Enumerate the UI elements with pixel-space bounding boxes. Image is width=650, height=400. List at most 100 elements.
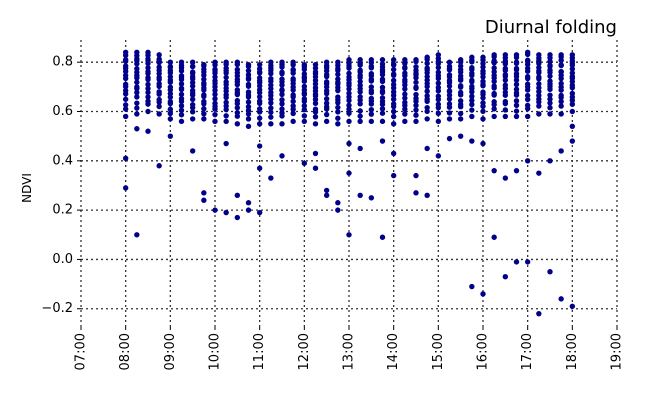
data-point: [402, 99, 408, 106]
data-point: [201, 76, 207, 82]
data-point: [335, 62, 341, 69]
data-point: [234, 97, 241, 104]
data-point: [457, 59, 464, 65]
data-point: [178, 95, 185, 102]
data-point: [268, 82, 274, 88]
data-point: [167, 63, 174, 70]
data-point: [245, 63, 252, 70]
data-point: [256, 165, 263, 171]
data-point: [279, 69, 285, 75]
data-point: [122, 155, 129, 162]
data-point: [312, 65, 319, 71]
data-point: [457, 116, 464, 122]
y-tick-label: 0.0: [52, 252, 73, 267]
data-point: [524, 158, 531, 164]
data-point: [547, 158, 553, 164]
data-point: [435, 69, 442, 76]
data-point: [256, 106, 263, 112]
data-point: [346, 70, 352, 77]
data-point: [167, 98, 174, 105]
data-point: [234, 109, 241, 116]
data-point: [212, 118, 218, 125]
data-point: [234, 214, 241, 221]
data-point: [558, 296, 564, 302]
data-point: [491, 113, 497, 120]
data-point: [502, 77, 509, 83]
data-point: [469, 70, 475, 76]
data-point: [290, 62, 296, 68]
data-point: [268, 62, 274, 69]
data-point: [435, 153, 442, 159]
data-point: [189, 79, 196, 86]
data-point: [335, 76, 341, 82]
data-point: [469, 65, 475, 71]
data-point: [323, 71, 330, 78]
data-point: [256, 66, 263, 72]
data-point: [402, 57, 408, 63]
data-point: [122, 87, 129, 94]
data-point: [524, 102, 531, 109]
data-point: [524, 259, 531, 265]
data-point: [156, 89, 162, 95]
data-point: [435, 118, 442, 125]
data-point: [402, 60, 408, 67]
data-point: [491, 54, 497, 60]
data-point: [312, 150, 319, 157]
data-point: [446, 72, 453, 78]
data-point: [390, 71, 397, 77]
data-point: [536, 74, 542, 80]
data-point: [312, 165, 319, 171]
data-point: [301, 160, 308, 166]
data-point: [480, 78, 486, 85]
data-point: [424, 56, 430, 62]
data-point: [435, 64, 442, 71]
data-point: [134, 84, 140, 90]
data-point: [536, 55, 542, 61]
data-point: [469, 107, 475, 113]
data-point: [323, 187, 330, 194]
data-point: [156, 56, 162, 62]
data-point: [234, 66, 241, 73]
data-point: [402, 86, 408, 92]
data-point: [279, 121, 285, 127]
data-point: [122, 113, 129, 120]
data-point: [480, 57, 486, 63]
data-point: [178, 85, 185, 91]
data-point: [268, 89, 274, 96]
data-point: [301, 63, 308, 70]
data-point: [513, 65, 520, 72]
data-point: [558, 80, 564, 87]
data-point: [167, 90, 174, 97]
data-point: [301, 103, 308, 109]
data-point: [379, 57, 386, 63]
data-point: [413, 58, 419, 65]
data-point: [446, 135, 453, 142]
data-point: [357, 145, 363, 152]
data-point: [134, 79, 140, 85]
data-point: [134, 232, 140, 238]
data-point: [558, 98, 564, 105]
data-point: [145, 128, 151, 134]
data-point: [167, 59, 174, 65]
data-point: [379, 138, 386, 144]
data-point: [189, 59, 196, 65]
data-point: [424, 93, 430, 99]
data-point: [390, 108, 397, 115]
data-point: [256, 94, 263, 100]
y-tick-label: −0.2: [41, 301, 73, 316]
data-point: [491, 167, 497, 174]
data-point: [569, 138, 576, 144]
data-point: [536, 64, 542, 71]
data-point: [524, 113, 531, 120]
data-point: [189, 101, 196, 108]
data-point: [312, 114, 319, 120]
data-point: [212, 96, 218, 102]
data-point: [413, 112, 419, 118]
data-point: [547, 73, 553, 79]
data-point: [268, 114, 274, 120]
data-point: [323, 79, 330, 85]
data-point: [480, 116, 486, 122]
data-point: [189, 148, 196, 154]
data-point: [502, 175, 509, 181]
